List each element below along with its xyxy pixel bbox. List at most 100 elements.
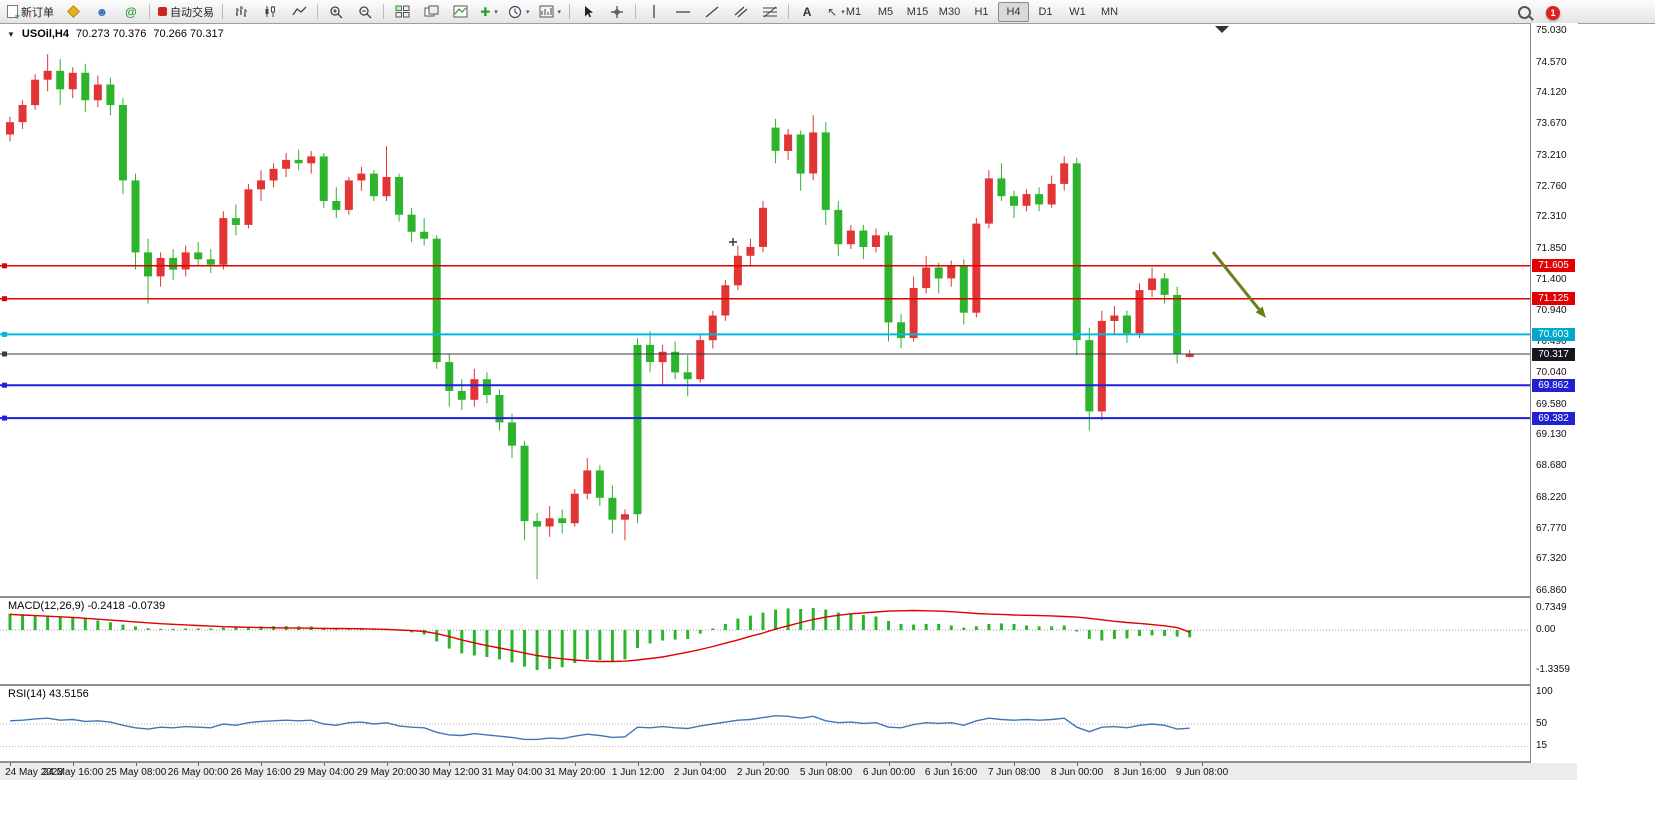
macd-panel[interactable] <box>0 598 1530 684</box>
rsi-line <box>9 714 1190 741</box>
arrow-tool-button[interactable]: ↖ ▾ <box>822 1 850 22</box>
time-tick-label: 24 May 16:00 <box>42 767 104 778</box>
bar-chart-icon <box>235 6 247 17</box>
candle-body <box>156 257 165 277</box>
trend-arrow-shaft[interactable] <box>1211 251 1261 311</box>
candle-body <box>1173 294 1182 354</box>
candle-body <box>18 105 27 123</box>
new-order-icon <box>7 5 20 21</box>
timeframe-h1[interactable]: H1 <box>974 6 989 18</box>
auto-trading-button[interactable]: 自动交易 <box>154 1 218 22</box>
time-tick <box>136 763 137 766</box>
time-tick-label: 31 May 20:00 <box>544 767 606 778</box>
trend-arrow-head[interactable] <box>1255 306 1266 318</box>
one-click-trading-toggle[interactable]: ▼ <box>7 29 15 39</box>
candle-body <box>482 379 491 395</box>
search-button[interactable] <box>1510 2 1538 23</box>
cascade-windows-button[interactable] <box>417 1 445 22</box>
candle-body <box>307 156 316 164</box>
candle-body <box>959 266 968 313</box>
candle-body <box>1072 163 1081 341</box>
hline-handle[interactable] <box>2 296 7 302</box>
timeframe-m5[interactable]: M5 <box>877 6 894 18</box>
profile-button[interactable]: ☻ <box>88 1 116 22</box>
timeframe-w1[interactable]: W1 <box>1069 6 1086 18</box>
timeframe-d1[interactable]: D1 <box>1038 6 1053 18</box>
candle-body <box>558 518 567 524</box>
time-tick-label: 6 Jun 16:00 <box>924 767 978 778</box>
line-chart-mode-button[interactable] <box>285 1 313 22</box>
horizontal-line-tool-button[interactable] <box>669 1 697 22</box>
timeframe-m30[interactable]: M30 <box>938 6 961 18</box>
panel-separator[interactable] <box>0 596 1577 598</box>
zoom-in-button[interactable] <box>322 1 350 22</box>
candle-body <box>972 223 981 313</box>
bar-chart-mode-button[interactable] <box>227 1 255 22</box>
timeframe-mn[interactable]: MN <box>1100 6 1119 18</box>
candle-body <box>81 72 90 101</box>
zoom-out-button[interactable] <box>351 1 379 22</box>
candle-body <box>1160 278 1169 295</box>
new-order-button[interactable]: 新订单 <box>3 1 58 22</box>
macd-signal-line <box>9 609 1190 663</box>
toolbar-separator <box>222 4 223 19</box>
timeframe-m15[interactable]: M15 <box>906 6 929 18</box>
template-button[interactable]: ▾ <box>535 1 566 22</box>
data-window-icon <box>453 5 467 18</box>
timeframe-group: M1 M5 M15 M30 H1 H4 D1 W1 MN <box>838 2 1125 22</box>
hline-handle[interactable] <box>2 263 7 269</box>
candle-body <box>570 493 579 524</box>
candle-body <box>219 218 228 265</box>
rsi-panel[interactable] <box>0 686 1530 761</box>
notification-badge[interactable]: 1 <box>1546 5 1560 20</box>
timeframe-m1[interactable]: M1 <box>845 6 862 18</box>
cursor-tool-button[interactable] <box>574 1 602 22</box>
text-tool-button[interactable]: A <box>793 1 821 22</box>
data-window-button[interactable] <box>446 1 474 22</box>
candle-body <box>432 238 441 363</box>
candle-body <box>294 159 303 164</box>
channel-tool-button[interactable] <box>727 1 755 22</box>
candle-body <box>583 470 592 494</box>
price-chart-panel[interactable] <box>0 23 1530 596</box>
deposit-button[interactable] <box>59 1 87 22</box>
candle-body <box>495 395 504 423</box>
time-tick-label: 7 Jun 08:00 <box>987 767 1041 778</box>
candle-body <box>369 173 378 197</box>
timeframe-h4[interactable]: H4 <box>998 2 1029 22</box>
price-badge-current-price: 70.317 <box>1532 348 1575 361</box>
community-button[interactable]: @ <box>117 1 145 22</box>
candle-body <box>1035 194 1044 205</box>
price-tick-label: 67.770 <box>1536 523 1567 534</box>
time-axis[interactable]: 24 May 2023 24 May 16:00 25 May 08:00 26 Ma… <box>0 763 1577 780</box>
tile-windows-button[interactable] <box>388 1 416 22</box>
panel-separator[interactable] <box>0 684 1577 686</box>
add-indicator-button[interactable]: ✚ ▾ <box>475 1 503 22</box>
time-tick-label: 29 May 04:00 <box>293 767 355 778</box>
candle-body <box>1135 290 1144 334</box>
candle-chart-mode-button[interactable] <box>256 1 284 22</box>
chart-shift-marker[interactable] <box>1215 26 1229 33</box>
hline-handle[interactable] <box>2 415 7 421</box>
price-axis[interactable]: 75.030 74.570 74.120 73.670 73.210 72.760 72.3… <box>1530 23 1578 763</box>
candlestick-chart-icon <box>265 6 275 17</box>
chart-header: ▼ USOil,H4 70.273 70.376 70.266 70.317 <box>7 28 224 40</box>
crosshair-tool-button[interactable] <box>603 1 631 22</box>
price-tick-label: 69.580 <box>1536 399 1567 410</box>
candle-body <box>56 70 65 90</box>
fibonacci-tool-button[interactable] <box>756 1 784 22</box>
time-tick-label: 26 May 16:00 <box>230 767 292 778</box>
candle-body <box>131 180 140 253</box>
text-tool-icon: A <box>802 4 812 19</box>
trendline-tool-button[interactable] <box>698 1 726 22</box>
price-tick-label: 68.680 <box>1536 460 1567 471</box>
time-tick-label: 31 May 04:00 <box>481 767 543 778</box>
hline-handle[interactable] <box>2 351 7 357</box>
period-button[interactable]: ▾ <box>504 1 534 22</box>
plus-marker[interactable] <box>729 238 737 246</box>
hline-handle[interactable] <box>2 382 7 388</box>
hline-handle[interactable] <box>2 331 7 337</box>
candle-body <box>733 255 742 286</box>
vertical-line-tool-button[interactable] <box>640 1 668 22</box>
